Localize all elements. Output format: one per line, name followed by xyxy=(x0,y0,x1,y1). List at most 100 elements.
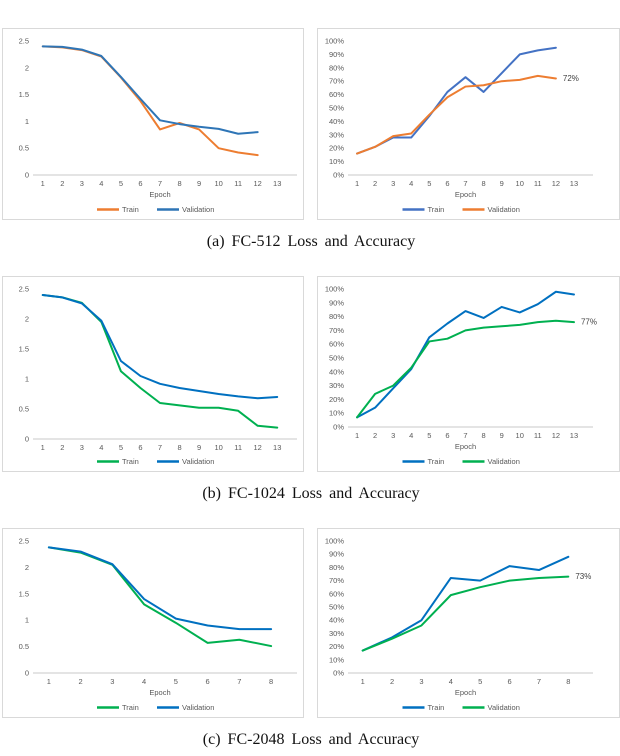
svg-text:1: 1 xyxy=(361,677,365,686)
svg-text:80%: 80% xyxy=(329,312,344,321)
svg-text:77%: 77% xyxy=(581,318,597,327)
svg-text:6: 6 xyxy=(206,677,210,686)
svg-text:1.5: 1.5 xyxy=(19,90,29,99)
svg-text:8: 8 xyxy=(566,677,570,686)
svg-text:70%: 70% xyxy=(329,576,344,585)
svg-text:11: 11 xyxy=(234,443,242,452)
svg-text:Epoch: Epoch xyxy=(455,190,476,199)
svg-text:12: 12 xyxy=(254,443,262,452)
svg-text:10%: 10% xyxy=(329,409,344,418)
fc2048-loss-chart: 0 0.5 1 1.5 2 2.5 1 2 3 4 5 6 7 8 Epoch Train Validation xyxy=(19,537,297,712)
svg-text:100%: 100% xyxy=(325,285,345,294)
fc1024-accuracy-chart: 0%10%20%30%40%50%60%70%80%90%100%1 2 3 4 5 6 7… xyxy=(325,285,597,467)
svg-text:90%: 90% xyxy=(329,550,344,559)
chart-fc512-loss-panel: 0 0.5 1 1.5 2 2.5 1 2 3 4 5 6 7 8 9 10 11 12 13 Epoch Train V… xyxy=(2,28,304,220)
svg-text:4: 4 xyxy=(99,443,103,452)
svg-text:1: 1 xyxy=(41,443,45,452)
svg-text:3: 3 xyxy=(80,179,84,188)
svg-text:13: 13 xyxy=(570,179,578,188)
svg-text:100%: 100% xyxy=(325,37,345,46)
chart-fc2048-loss-panel: 0 0.5 1 1.5 2 2.5 1 2 3 4 5 6 7 8 Epoch Train Validation xyxy=(2,528,304,718)
svg-text:9: 9 xyxy=(197,443,201,452)
svg-text:3: 3 xyxy=(391,179,395,188)
svg-text:80%: 80% xyxy=(329,563,344,572)
caption-c: (c) FC-2048 Loss and Accuracy xyxy=(202,731,420,748)
svg-text:Train: Train xyxy=(122,457,139,466)
fc512-accuracy-chart: 0%10%20%30%40%50%60%70%80%90%100%1 2 3 4 5 6 7… xyxy=(325,37,593,214)
svg-text:1.5: 1.5 xyxy=(19,345,29,354)
svg-text:60%: 60% xyxy=(329,340,344,349)
svg-text:2.5: 2.5 xyxy=(19,537,29,546)
svg-text:1: 1 xyxy=(25,375,29,384)
figure-row-fc1024: 0 0.5 1 1.5 2 2.5 1 2 3 4 5 6 7 8 9 10 11 12 13 Train Valida… xyxy=(2,276,620,472)
svg-text:1.5: 1.5 xyxy=(19,589,29,598)
svg-text:0: 0 xyxy=(25,171,29,180)
svg-text:Validation: Validation xyxy=(182,205,214,214)
svg-text:2: 2 xyxy=(79,677,83,686)
svg-text:2.5: 2.5 xyxy=(19,285,29,294)
figure-row-fc2048: 0 0.5 1 1.5 2 2.5 1 2 3 4 5 6 7 8 Epoch Train Validation… xyxy=(2,528,620,718)
svg-text:70%: 70% xyxy=(329,326,344,335)
svg-text:72%: 72% xyxy=(563,74,579,83)
chart-fc1024-accuracy-panel: 0% 10% 20% 30% 40% 50% 60% 70% 80% 90% 100% 1 2 3 4 5 6 7… xyxy=(317,276,620,472)
svg-text:70%: 70% xyxy=(329,77,344,86)
svg-text:10: 10 xyxy=(516,179,524,188)
svg-text:6: 6 xyxy=(138,179,142,188)
svg-text:10: 10 xyxy=(516,431,524,440)
svg-text:3: 3 xyxy=(391,431,395,440)
svg-text:8: 8 xyxy=(177,179,181,188)
svg-text:0.5: 0.5 xyxy=(19,405,29,414)
svg-text:5: 5 xyxy=(427,179,431,188)
svg-text:11: 11 xyxy=(234,179,242,188)
svg-text:2: 2 xyxy=(373,431,377,440)
figure-row-fc512: 0 0.5 1 1.5 2 2.5 1 2 3 4 5 6 7 8 9 10 11 12 13 Epoch Train V… xyxy=(2,28,620,220)
svg-text:4: 4 xyxy=(142,677,146,686)
svg-text:2.5: 2.5 xyxy=(19,37,29,46)
svg-text:40%: 40% xyxy=(329,367,344,376)
svg-text:3: 3 xyxy=(110,677,114,686)
svg-text:0.5: 0.5 xyxy=(19,144,29,153)
svg-text:7: 7 xyxy=(237,677,241,686)
svg-text:90%: 90% xyxy=(329,298,344,307)
svg-text:0: 0 xyxy=(25,435,29,444)
chart-fc1024-loss-panel: 0 0.5 1 1.5 2 2.5 1 2 3 4 5 6 7 8 9 10 11 12 13 Train Valida… xyxy=(2,276,304,472)
svg-text:12: 12 xyxy=(552,179,560,188)
fc2048-accuracy-chart: 0% 10% 20% 30% 40% 50% 60% 70% 80% 90% 100% 1 2 3 4 5 6 7… xyxy=(325,537,593,712)
svg-text:Train: Train xyxy=(122,205,139,214)
svg-text:Validation: Validation xyxy=(182,457,214,466)
svg-text:4: 4 xyxy=(99,179,103,188)
svg-text:5: 5 xyxy=(119,443,123,452)
svg-text:12: 12 xyxy=(552,431,560,440)
svg-text:10%: 10% xyxy=(329,655,344,664)
svg-text:8: 8 xyxy=(269,677,273,686)
svg-text:4: 4 xyxy=(409,431,413,440)
svg-text:5: 5 xyxy=(478,677,482,686)
svg-text:7: 7 xyxy=(158,443,162,452)
svg-text:100%: 100% xyxy=(325,537,345,546)
svg-text:30%: 30% xyxy=(329,381,344,390)
svg-text:2: 2 xyxy=(373,179,377,188)
svg-text:50%: 50% xyxy=(329,603,344,612)
svg-text:6: 6 xyxy=(445,431,449,440)
svg-text:3: 3 xyxy=(419,677,423,686)
svg-text:8: 8 xyxy=(177,443,181,452)
caption-a: (a) FC-512 Loss and Accuracy xyxy=(206,233,416,250)
svg-text:2: 2 xyxy=(25,63,29,72)
svg-text:50%: 50% xyxy=(329,354,344,363)
chart-fc512-accuracy-panel: 0% 10% 20% 30% 40% 50% 60% 70% 80% 90% 100% 1 2 3 4 5 6 7… xyxy=(317,28,620,220)
svg-text:20%: 20% xyxy=(329,642,344,651)
svg-text:Epoch: Epoch xyxy=(149,688,170,697)
svg-text:40%: 40% xyxy=(329,117,344,126)
svg-text:0%: 0% xyxy=(333,669,344,678)
svg-text:7: 7 xyxy=(463,179,467,188)
svg-text:13: 13 xyxy=(273,443,281,452)
svg-text:0.5: 0.5 xyxy=(19,642,29,651)
chart-fc2048-accuracy-panel: 0% 10% 20% 30% 40% 50% 60% 70% 80% 90% 100% 1 2 3 4 5 6 7… xyxy=(317,528,620,718)
svg-text:2: 2 xyxy=(25,563,29,572)
svg-text:Train: Train xyxy=(122,703,139,712)
svg-text:60%: 60% xyxy=(329,90,344,99)
svg-text:7: 7 xyxy=(537,677,541,686)
svg-text:2: 2 xyxy=(25,315,29,324)
